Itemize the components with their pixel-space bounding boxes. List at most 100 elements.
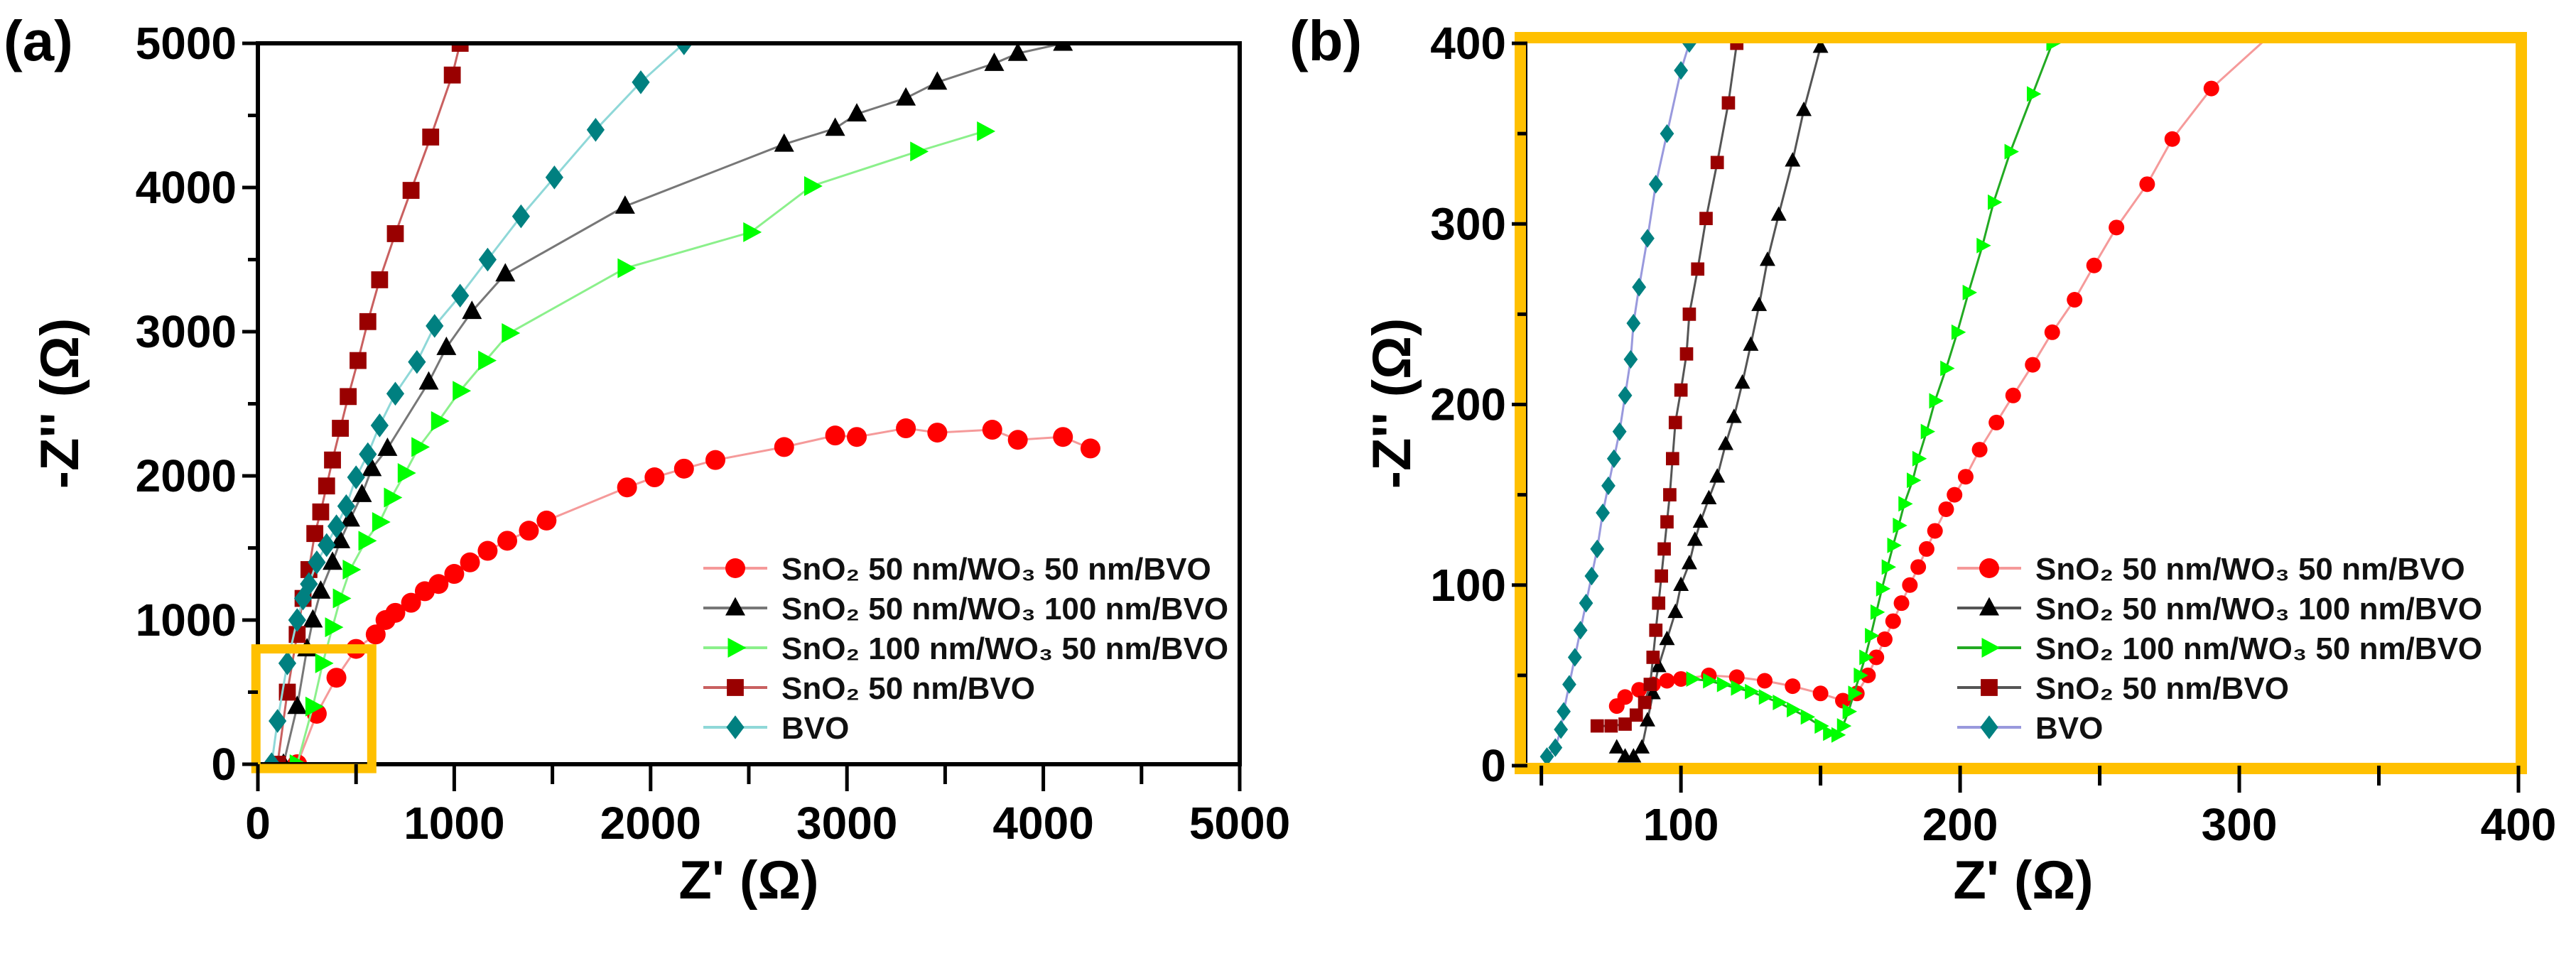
data-point	[1951, 324, 1966, 340]
data-point	[262, 752, 281, 764]
data-point	[2005, 387, 2021, 403]
data-point	[1709, 468, 1726, 483]
data-point	[1673, 670, 1689, 687]
data-point	[453, 381, 472, 401]
panel-b-plot-area	[1539, 43, 2263, 766]
legend-item-2: SnO₂ 50 nm/WO₃ 100 nm/BVO	[1957, 592, 2482, 626]
data-point	[1758, 689, 1774, 705]
data-point	[1632, 278, 1647, 297]
data-point	[1699, 212, 1713, 225]
data-point	[1682, 43, 1696, 53]
data-point	[325, 617, 344, 638]
x-tick-label: 3000	[796, 798, 897, 849]
data-point	[352, 483, 372, 502]
data-point	[743, 222, 762, 242]
data-point	[2203, 80, 2219, 97]
data-point	[431, 411, 450, 431]
data-point	[1649, 623, 1663, 637]
data-point	[1668, 415, 1682, 430]
data-point	[1938, 501, 1954, 517]
panel-b-axes: 100 200 300 400 0 100 200 300 400	[1430, 18, 2556, 850]
data-point	[1853, 667, 1868, 683]
data-point	[306, 525, 324, 543]
data-point	[332, 588, 352, 609]
data-point	[318, 477, 335, 495]
data-point	[288, 608, 306, 632]
y-tick-label: 5000	[136, 18, 237, 69]
data-point	[1659, 673, 1675, 689]
data-point	[545, 165, 563, 190]
legend-label: SnO₂ 100 nm/WO₃ 50 nm/BVO	[2035, 631, 2482, 666]
data-point	[330, 529, 351, 548]
x-tick-label: 2000	[600, 798, 701, 849]
data-point	[1703, 673, 1718, 689]
legend-label: BVO	[781, 711, 849, 746]
y-tick-label: 3000	[136, 306, 237, 357]
data-point	[1617, 689, 1633, 705]
panel-a-label: (a)	[4, 9, 73, 72]
panel-b-chart: (b) 100 200 300 400 0 100 200 300 400 Z' (Ω) -Z'…	[1289, 9, 2556, 911]
data-point	[825, 117, 845, 136]
legend-item-3: SnO₂ 100 nm/WO₃ 50 nm/BVO	[1957, 631, 2482, 666]
legend-marker	[726, 715, 745, 739]
data-point	[326, 668, 347, 688]
data-point	[1751, 296, 1768, 311]
y-tick-label: 300	[1430, 198, 1506, 249]
data-point	[1885, 613, 1901, 629]
data-point	[371, 271, 389, 288]
data-point	[385, 602, 406, 623]
data-point	[444, 564, 465, 585]
legend-label: SnO₂ 50 nm/WO₃ 50 nm/BVO	[781, 552, 1211, 587]
data-point	[1773, 695, 1787, 711]
legend-marker	[725, 597, 745, 616]
data-point	[1757, 673, 1773, 689]
data-point	[896, 87, 916, 106]
data-point	[1629, 708, 1643, 722]
x-tick-label: 300	[2202, 799, 2278, 850]
x-tick-label: 100	[1643, 799, 1719, 850]
data-point	[312, 503, 330, 521]
legend-marker	[1981, 679, 1998, 696]
data-point	[359, 442, 377, 467]
x-tick-label: 200	[1922, 799, 1998, 850]
legend-item-4: SnO₂ 50 nm/BVO	[1957, 671, 2289, 706]
data-point	[1796, 101, 1812, 116]
data-point	[1831, 727, 1846, 743]
data-point	[495, 263, 516, 282]
data-point	[1634, 739, 1650, 754]
legend-label: SnO₂ 50 nm/WO₃ 100 nm/BVO	[781, 592, 1228, 626]
data-point	[2086, 257, 2102, 273]
data-point	[1590, 719, 1604, 733]
data-point	[1962, 284, 1977, 300]
data-point	[1785, 152, 1801, 167]
data-point	[1770, 206, 1787, 221]
data-point	[332, 420, 349, 437]
legend-marker	[1979, 597, 1999, 616]
data-point	[2164, 131, 2180, 147]
data-point	[289, 754, 308, 764]
data-point	[2044, 324, 2060, 340]
data-point	[1539, 747, 1554, 766]
data-point	[1606, 449, 1621, 468]
data-point	[1876, 580, 1891, 597]
data-point	[327, 514, 346, 538]
data-point	[1007, 430, 1028, 450]
data-point	[673, 458, 694, 479]
legend-label: SnO₂ 50 nm/WO₃ 50 nm/BVO	[2035, 552, 2465, 587]
data-point	[1590, 539, 1605, 559]
data-point	[1971, 442, 1988, 458]
data-point	[977, 121, 996, 141]
data-point	[847, 103, 867, 121]
data-point	[1674, 60, 1689, 80]
data-point	[1645, 685, 1661, 700]
data-point	[1734, 374, 1750, 389]
data-point	[347, 465, 365, 489]
data-point	[1692, 513, 1709, 528]
data-point	[1868, 649, 1885, 666]
legend-item-1: SnO₂ 50 nm/WO₃ 50 nm/BVO	[703, 552, 1211, 587]
data-point	[1800, 709, 1816, 725]
data-point	[2025, 357, 2041, 373]
data-point	[1601, 476, 1616, 496]
data-point	[1947, 487, 1963, 503]
